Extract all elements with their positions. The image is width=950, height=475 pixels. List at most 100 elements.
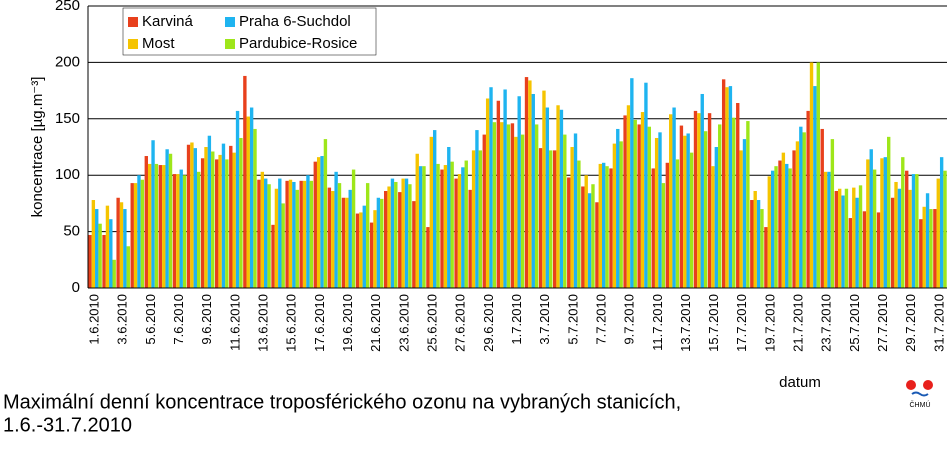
bar: [581, 186, 585, 288]
bar: [619, 141, 623, 288]
bar: [337, 183, 342, 288]
bar: [707, 113, 712, 288]
bar: [514, 136, 518, 288]
bar: [883, 157, 888, 288]
bar: [936, 178, 940, 288]
bar: [341, 197, 346, 288]
bar: [862, 211, 867, 288]
legend-swatch: [225, 17, 235, 27]
x-tick-label: 7.6.2010: [171, 294, 186, 345]
bar: [534, 124, 539, 288]
bar: [102, 234, 106, 288]
bar: [172, 174, 177, 288]
bar: [852, 187, 856, 288]
bar: [496, 100, 501, 288]
bar: [482, 134, 486, 288]
bar: [112, 259, 116, 288]
x-tick-label: 1.6.2010: [86, 294, 101, 345]
bar: [207, 135, 212, 288]
bar: [647, 126, 651, 288]
legend-label: Pardubice-Rosice: [239, 35, 357, 52]
bar: [302, 180, 307, 288]
bar: [866, 159, 870, 288]
bar: [552, 150, 557, 288]
bar: [355, 213, 360, 288]
bar: [809, 62, 814, 289]
x-tick-label: 21.6.2010: [368, 294, 383, 352]
bar: [408, 184, 412, 288]
bar: [841, 195, 845, 288]
bar: [359, 212, 363, 288]
bar: [894, 181, 898, 288]
logo-text: ČHMÚ: [910, 400, 931, 409]
bar: [109, 219, 113, 288]
bar: [830, 139, 835, 288]
bar: [908, 189, 912, 288]
bar: [760, 209, 764, 288]
bar: [105, 205, 110, 288]
bar: [792, 150, 796, 288]
x-tick-label: 13.6.2010: [255, 294, 270, 352]
bar: [281, 203, 285, 288]
x-tick-label: 7.7.2010: [593, 294, 608, 345]
legend-swatch: [128, 39, 138, 49]
bar: [162, 165, 166, 288]
x-tick-label: 11.7.2010: [650, 294, 665, 351]
x-tick-label: 9.7.2010: [622, 294, 637, 345]
bar: [292, 181, 296, 288]
bar: [559, 109, 564, 288]
bar: [412, 201, 416, 288]
bar: [605, 166, 609, 288]
bar: [869, 149, 873, 288]
x-tick-label: 3.7.2010: [537, 294, 552, 345]
bar: [700, 93, 704, 288]
x-tick-label: 5.7.2010: [565, 294, 580, 345]
bar: [802, 132, 806, 288]
x-tick-label: 9.6.2010: [199, 294, 214, 345]
bar: [573, 133, 578, 288]
bar: [686, 133, 690, 288]
bar: [351, 169, 356, 288]
bar: [390, 178, 395, 288]
bar: [158, 165, 163, 288]
bar: [447, 147, 451, 288]
bar: [133, 183, 138, 288]
bar: [235, 110, 240, 289]
bar: [770, 170, 775, 288]
x-tick-label: 1.7.2010: [509, 294, 524, 345]
bar: [489, 87, 493, 288]
bar: [637, 124, 641, 288]
bar: [520, 134, 525, 288]
bar: [503, 89, 507, 288]
x-tick-label: 15.6.2010: [284, 294, 299, 352]
bar: [820, 128, 824, 288]
x-tick-label: 13.7.2010: [678, 294, 693, 352]
bar: [264, 178, 268, 288]
bar: [422, 166, 426, 288]
x-tick-label: 17.6.2010: [312, 294, 327, 352]
bar: [485, 98, 490, 288]
bar: [457, 174, 462, 288]
bar: [271, 224, 275, 288]
bar: [331, 190, 335, 288]
x-tick-label: 21.7.2010: [791, 294, 806, 352]
legend-label: Karviná: [142, 13, 194, 30]
bar: [556, 105, 560, 288]
bar: [232, 152, 236, 288]
bar: [897, 188, 902, 288]
bar: [126, 246, 130, 288]
legend-box: [122, 7, 377, 56]
chart-title: Maximální denní koncentrace troposférick…: [3, 391, 681, 413]
bar: [742, 139, 747, 288]
bar: [274, 188, 279, 288]
bar: [468, 189, 472, 288]
bar: [373, 210, 377, 288]
bar: [855, 197, 859, 288]
bar: [925, 193, 930, 288]
bar: [387, 186, 391, 288]
legend-label: Praha 6-Suchdol: [239, 13, 351, 30]
bar: [654, 137, 659, 288]
x-tick-label: 29.6.2010: [481, 294, 496, 352]
x-tick-label: 27.7.2010: [875, 294, 890, 352]
bar: [394, 181, 398, 288]
